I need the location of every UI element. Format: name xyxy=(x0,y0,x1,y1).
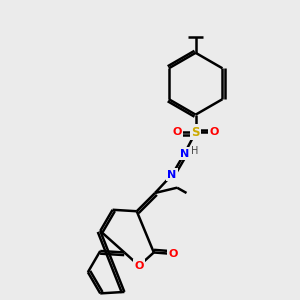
Text: S: S xyxy=(191,126,200,139)
Text: O: O xyxy=(168,249,178,259)
Text: O: O xyxy=(173,127,182,137)
Text: N: N xyxy=(180,148,189,158)
Text: O: O xyxy=(209,127,219,137)
Text: O: O xyxy=(134,261,144,271)
Text: N: N xyxy=(167,170,177,180)
Text: H: H xyxy=(191,146,198,156)
